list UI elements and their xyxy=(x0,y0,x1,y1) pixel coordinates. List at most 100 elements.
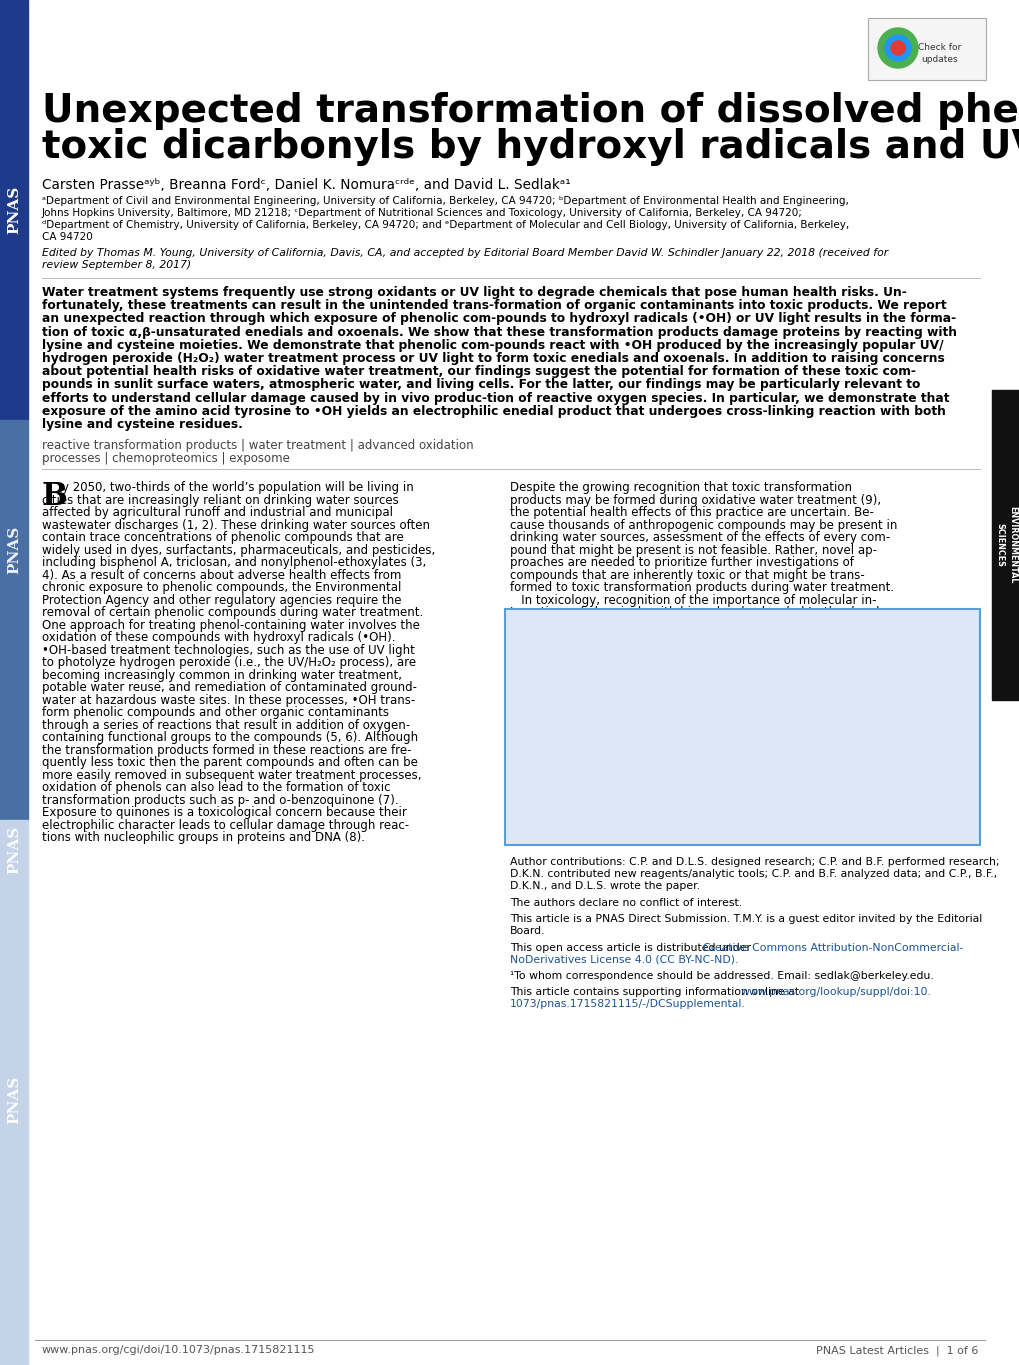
Text: tions with nucleophilic groups in proteins and DNA (8).: tions with nucleophilic groups in protei… xyxy=(42,831,365,844)
Text: PNAS: PNAS xyxy=(7,186,21,235)
Text: pounds in sunlit surface waters, atmospheric water, and living cells. For the la: pounds in sunlit surface waters, atmosph… xyxy=(42,378,919,392)
Circle shape xyxy=(884,35,910,61)
Text: Despite the growing recognition that toxic transformation: Despite the growing recognition that tox… xyxy=(510,482,851,494)
Circle shape xyxy=(877,29,917,68)
Text: D.K.N., and D.L.S. wrote the paper.: D.K.N., and D.L.S. wrote the paper. xyxy=(510,880,699,891)
Text: highlight the potential risks of using oxidative treatment on: highlight the potential risks of using o… xyxy=(517,753,932,767)
Text: through a series of reactions that result in addition of oxygen-: through a series of reactions that resul… xyxy=(42,719,410,732)
Bar xyxy=(0,420,28,820)
Text: In toxicology, recognition of the importance of molecular in-: In toxicology, recognition of the import… xyxy=(510,594,875,606)
Text: Author contributions: C.P. and D.L.S. designed research; C.P. and B.F. performed: Author contributions: C.P. and D.L.S. de… xyxy=(510,857,999,867)
Text: wastewater discharges (1, 2). These drinking water sources often: wastewater discharges (1, 2). These drin… xyxy=(42,519,430,532)
Text: Water treatment systems frequently use strong oxidants or UV light to degrade ch: Water treatment systems frequently use s… xyxy=(42,287,906,299)
Text: formation products in other situations, including in clouds and: formation products in other situations, … xyxy=(517,805,949,818)
Text: This has also led to the development of screening tools that allow: This has also led to the development of … xyxy=(510,693,899,707)
Text: formed to toxic transformation products during water treatment.: formed to toxic transformation products … xyxy=(510,581,894,594)
Text: This open access article is distributed under: This open access article is distributed … xyxy=(510,943,754,953)
Text: an unexpected reaction through which exposure of phenolic com-pounds to hydroxyl: an unexpected reaction through which exp… xyxy=(42,313,955,325)
Text: www.pnas.org/cgi/doi/10.1073/pnas.1715821115: www.pnas.org/cgi/doi/10.1073/pnas.171582… xyxy=(42,1345,315,1355)
Text: chronic exposure to phenolic compounds, the Environmental: chronic exposure to phenolic compounds, … xyxy=(42,581,401,594)
Text: compounds that are inherently toxic or that might be trans-: compounds that are inherently toxic or t… xyxy=(510,569,864,581)
Text: contain trace concentrations of phenolic compounds that are: contain trace concentrations of phenolic… xyxy=(42,531,404,545)
Text: products and simultaneously assess their toxicity with a tech-: products and simultaneously assess their… xyxy=(517,715,946,729)
Text: The authors declare no conflict of interest.: The authors declare no conflict of inter… xyxy=(510,898,742,908)
Text: groundwater and recycled municipal wastewater. They also: groundwater and recycled municipal waste… xyxy=(517,779,928,793)
Text: becoming increasingly common in drinking water treatment,: becoming increasingly common in drinking… xyxy=(42,669,401,681)
Text: ᵃDepartment of Civil and Environmental Engineering, University of California, Be: ᵃDepartment of Civil and Environmental E… xyxy=(42,197,848,206)
Text: removal of certain phenolic compounds during water treatment.: removal of certain phenolic compounds du… xyxy=(42,606,423,620)
Text: oxidants during water treatment. Although this treatment: oxidants during water treatment. Althoug… xyxy=(517,677,919,691)
Text: Phenols are common anthropogenic and natural chemicals that: Phenols are common anthropogenic and nat… xyxy=(517,639,955,651)
Text: tion of toxic α,β-unsaturated enedials and oxoenals. We show that these transfor: tion of toxic α,β-unsaturated enedials a… xyxy=(42,326,956,339)
Text: review September 8, 2017): review September 8, 2017) xyxy=(42,259,191,270)
Text: suggest that these reactions produce these toxic trans-: suggest that these reactions produce the… xyxy=(517,792,902,805)
Text: process removes phenols, we have found that it unexpectedly: process removes phenols, we have found t… xyxy=(517,689,947,703)
Text: to photolyze hydrogen peroxide (i.e., the UV/H₂O₂ process), are: to photolyze hydrogen peroxide (i.e., th… xyxy=(42,657,416,669)
Text: PNAS: PNAS xyxy=(7,526,21,575)
Text: PNAS Latest Articles  |  1 of 6: PNAS Latest Articles | 1 of 6 xyxy=(815,1345,977,1355)
Text: Check for
updates: Check for updates xyxy=(917,44,961,64)
Text: opment of the adverse outcome pathway concept (10). As a key: opment of the adverse outcome pathway co… xyxy=(510,618,890,632)
Text: contaminate drinking water sources. To reduce exposure to: contaminate drinking water sources. To r… xyxy=(517,651,929,665)
Text: NoDerivatives License 4.0 (CC BY-NC-ND).: NoDerivatives License 4.0 (CC BY-NC-ND). xyxy=(510,954,738,965)
Text: One approach for treating phenol-containing water involves the: One approach for treating phenol-contain… xyxy=(42,618,420,632)
Text: these compounds, hydroxyl radicals are often used as chemical: these compounds, hydroxyl radicals are o… xyxy=(517,665,956,677)
Text: D.K.N. contributed new reagents/analytic tools; C.P. and B.F. analyzed data; and: D.K.N. contributed new reagents/analytic… xyxy=(510,868,997,879)
Text: form phenolic compounds and other organic contaminants: form phenolic compounds and other organi… xyxy=(42,706,388,719)
Text: PNAS: PNAS xyxy=(7,1076,21,1125)
Text: the transformation products formed in these reactions are fre-: the transformation products formed in th… xyxy=(42,744,411,756)
Text: including bisphenol A, triclosan, and nonylphenol-ethoxylates (3,: including bisphenol A, triclosan, and no… xyxy=(42,556,426,569)
Text: lysine and cysteine moieties. We demonstrate that phenolic com-pounds react with: lysine and cysteine moieties. We demonst… xyxy=(42,339,943,352)
Text: feature, molecular initiating events (e.g., the formation of co-: feature, molecular initiating events (e.… xyxy=(510,631,874,644)
Text: electrophiles with proteins and DNA) have been recognized as: electrophiles with proteins and DNA) hav… xyxy=(510,657,878,669)
Text: www.pnas.org/lookup/suppl/doi:10.: www.pnas.org/lookup/suppl/doi:10. xyxy=(740,987,931,996)
Text: containing functional groups to the compounds (5, 6). Although: containing functional groups to the comp… xyxy=(42,732,418,744)
Text: Carsten Prasseᵃʸᵇ, Breanna Fordᶜ, Daniel K. Nomuraᶜʳᵈᵉ, and David L. Sedlakᵃ¹: Carsten Prasseᵃʸᵇ, Breanna Fordᶜ, Daniel… xyxy=(42,177,571,192)
Text: drinking water sources, assessment of the effects of every com-: drinking water sources, assessment of th… xyxy=(510,531,890,545)
Text: 4). As a result of concerns about adverse health effects from: 4). As a result of concerns about advers… xyxy=(42,569,401,581)
Text: Exposure to quinones is a toxicological concern because their: Exposure to quinones is a toxicological … xyxy=(42,807,407,819)
Text: This article is a PNAS Direct Submission. T.M.Y. is a guest editor invited by th: This article is a PNAS Direct Submission… xyxy=(510,913,981,924)
Text: for the assessment of reactive candidate pharmaceuticals and: for the assessment of reactive candidate… xyxy=(510,706,879,719)
Text: products may be formed during oxidative water treatment (9),: products may be formed during oxidative … xyxy=(510,494,880,506)
Text: exposure of the amino acid tyrosine to •OH yields an electrophilic enedial produ: exposure of the amino acid tyrosine to •… xyxy=(42,405,945,418)
Text: about potential health risks of oxidative water treatment, our findings suggest : about potential health risks of oxidativ… xyxy=(42,366,915,378)
Text: Edited by Thomas M. Young, University of California, Davis, CA, and accepted by : Edited by Thomas M. Young, University of… xyxy=(42,248,888,258)
Text: Board.: Board. xyxy=(510,925,545,935)
Text: Significance: Significance xyxy=(517,617,621,632)
Text: Unexpected transformation of dissolved phenols to: Unexpected transformation of dissolved p… xyxy=(42,91,1019,130)
Text: cities that are increasingly reliant on drinking water sources: cities that are increasingly reliant on … xyxy=(42,494,398,506)
Text: electrophilic character leads to cellular damage through reac-: electrophilic character leads to cellula… xyxy=(42,819,409,831)
Text: Johns Hopkins University, Baltimore, MD 21218; ᶜDepartment of Nutritional Scienc: Johns Hopkins University, Baltimore, MD … xyxy=(42,207,802,218)
Text: PNAS: PNAS xyxy=(7,826,21,874)
Text: processes | chemoproteomics | exposome: processes | chemoproteomics | exposome xyxy=(42,452,289,465)
Text: ducts formed when test compounds react with amino acids and: ducts formed when test compounds react w… xyxy=(510,732,886,744)
Text: ¹To whom correspondence should be addressed. Email: sedlak@berkeley.edu.: ¹To whom correspondence should be addres… xyxy=(510,971,932,980)
Text: alternative drinking water sources, such as contaminated: alternative drinking water sources, such… xyxy=(517,767,916,779)
Text: B: B xyxy=(42,482,67,512)
Text: oxidative water treatment, we adapted this approach to iden-: oxidative water treatment, we adapted th… xyxy=(510,756,875,770)
Text: cause thousands of anthropogenic compounds may be present in: cause thousands of anthropogenic compoun… xyxy=(510,519,897,532)
Text: ᵈDepartment of Chemistry, University of California, Berkeley, CA 94720; and ᵉDep: ᵈDepartment of Chemistry, University of … xyxy=(42,220,849,229)
Text: oxidation of these compounds with hydroxyl radicals (•OH).: oxidation of these compounds with hydrox… xyxy=(42,631,395,644)
Text: produces toxic transformation products. We identify these: produces toxic transformation products. … xyxy=(517,703,922,715)
Text: proaches are needed to prioritize further investigations of: proaches are needed to prioritize furthe… xyxy=(510,556,853,569)
Text: oxidation of phenols can also lead to the formation of toxic: oxidation of phenols can also lead to th… xyxy=(42,781,390,794)
Text: 1073/pnas.1715821115/-/DCSupplemental.: 1073/pnas.1715821115/-/DCSupplemental. xyxy=(510,999,745,1009)
FancyBboxPatch shape xyxy=(504,609,979,845)
Text: lysine and cysteine residues.: lysine and cysteine residues. xyxy=(42,418,243,431)
Text: more easily removed in subsequent water treatment processes,: more easily removed in subsequent water … xyxy=(42,768,421,782)
Text: tify reactive electrophiles that are formed during oxidative: tify reactive electrophiles that are for… xyxy=(510,768,857,782)
Text: reactive transformation products | water treatment | advanced oxidation: reactive transformation products | water… xyxy=(42,440,473,452)
Text: affected by agricultural runoff and industrial and municipal: affected by agricultural runoff and indu… xyxy=(42,506,392,519)
Text: pound that might be present is not feasible. Rather, novel ap-: pound that might be present is not feasi… xyxy=(510,543,876,557)
Bar xyxy=(0,0,28,420)
Text: outcomes, including cancer and cardiovascular diseases (11, 12).: outcomes, including cancer and cardiovas… xyxy=(510,681,897,695)
Text: products react with amino acids and peptides. Our results: products react with amino acids and pept… xyxy=(517,741,919,753)
Text: valent adducts by reaction of both endogenous and exogenous: valent adducts by reaction of both endog… xyxy=(510,644,882,657)
Text: ENVIRONMENTAL
SCIENCES: ENVIRONMENTAL SCIENCES xyxy=(994,506,1016,584)
Text: transformation products such as p- and o-benzoquinone (7).: transformation products such as p- and o… xyxy=(42,793,398,807)
Bar xyxy=(0,820,28,1365)
Text: an important mechanism involved in a variety of adverse health: an important mechanism involved in a var… xyxy=(510,669,891,681)
Text: nique that detects products formed when the transformation: nique that detects products formed when … xyxy=(517,729,940,741)
